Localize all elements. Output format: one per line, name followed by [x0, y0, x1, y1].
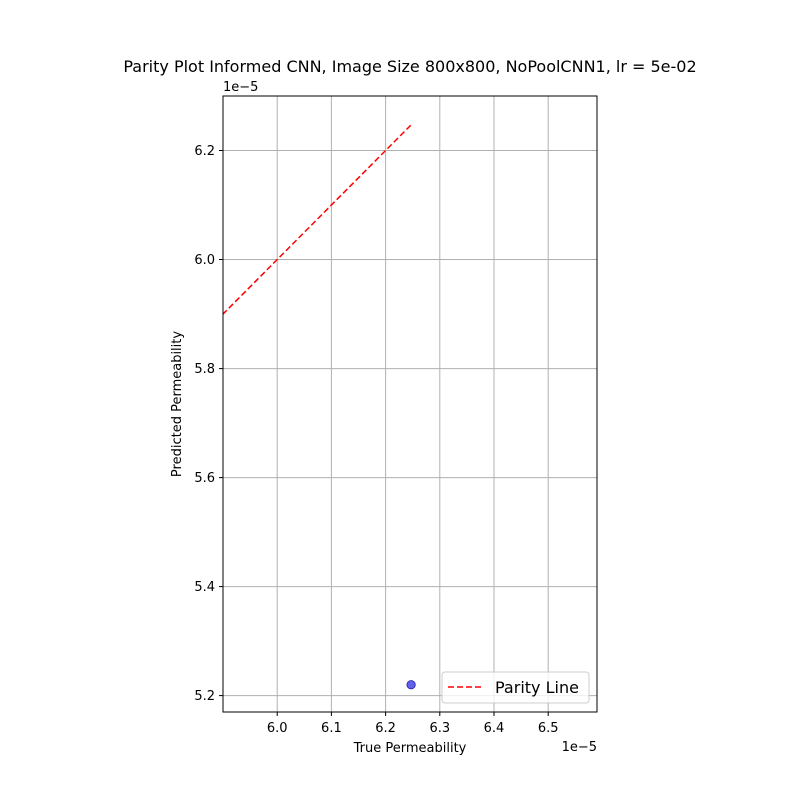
parity-line [223, 124, 412, 316]
scatter-point [406, 680, 416, 690]
x-tick-label: 6.2 [375, 721, 396, 736]
x-tick-label: 6.1 [321, 721, 342, 736]
x-tick-label: 6.3 [429, 721, 450, 736]
y-tick-label: 5.2 [194, 689, 215, 704]
chart-title: Parity Plot Informed CNN, Image Size 800… [123, 57, 696, 76]
y-offset-label: 1e−5 [223, 80, 258, 95]
plot-frame [222, 95, 598, 713]
y-tick-label: 5.6 [194, 471, 215, 486]
x-tick-label: 6.4 [484, 721, 505, 736]
legend-box [441, 671, 590, 704]
y-tick-label: 6.2 [194, 144, 215, 159]
y-axis-ticks: 5.2 5.4 5.6 5.8 6.0 6.2 [194, 144, 223, 704]
y-axis-label: Predicted Permeability [170, 331, 185, 477]
x-axis-ticks: 6.0 6.1 6.2 6.3 6.4 6.5 [267, 712, 559, 736]
parity-line-layer [223, 124, 412, 316]
legend-parity-line-label: Parity Line [495, 678, 579, 697]
x-offset-label: 1e−5 [562, 740, 597, 755]
x-tick-label: 6.5 [538, 721, 559, 736]
grid [223, 96, 597, 712]
x-axis-label: True Permeability [353, 741, 467, 756]
y-tick-label: 5.4 [194, 580, 215, 595]
scatter-points [406, 680, 416, 690]
x-tick-label: 6.0 [267, 721, 288, 736]
legend: Parity Line [441, 671, 590, 704]
y-tick-label: 5.8 [194, 362, 215, 377]
y-tick-label: 6.0 [194, 253, 215, 268]
